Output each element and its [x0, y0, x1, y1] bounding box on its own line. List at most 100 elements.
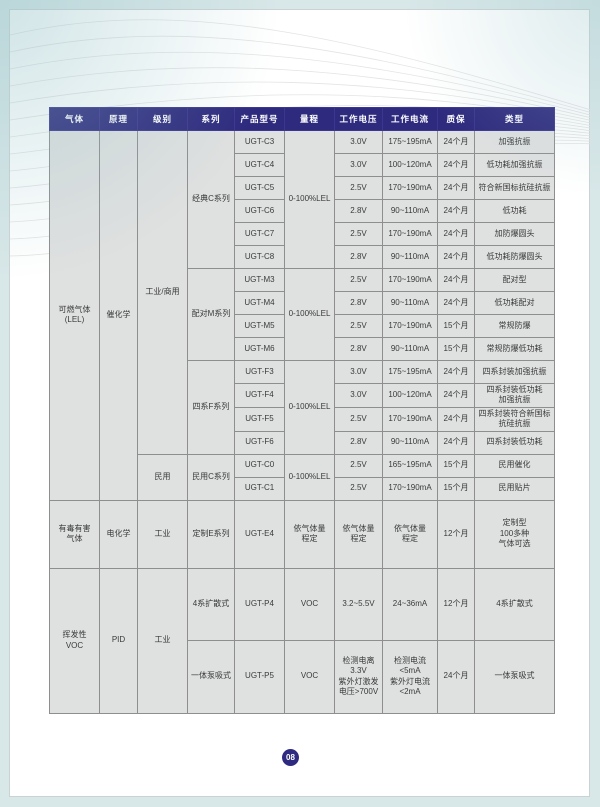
spec-cell: 24个月 — [437, 360, 475, 384]
table-row: UGT-F4 3.0V 100~120mA 24个月 四系封装低功耗 加强抗振 — [50, 383, 555, 408]
spec-cell: UGT-C8 — [234, 245, 285, 269]
spec-cell: 低功耗防爆圆头 — [474, 245, 555, 269]
spec-cell: 常规防爆 — [474, 314, 555, 338]
spec-cell: 低功耗配对 — [474, 291, 555, 315]
spec-cell: UGT-P4 — [234, 567, 285, 641]
spec-cell: 2.5V — [334, 268, 383, 292]
spec-cell: 170~190mA — [382, 476, 438, 501]
spec-cell: UGT-M4 — [234, 291, 285, 315]
spec-cell: 常规防爆低功耗 — [474, 337, 555, 361]
spec-cell: 90~110mA — [382, 337, 438, 361]
spec-cell: 24个月 — [437, 639, 475, 714]
spec-cell: 四系封装符合新国标 抗硅抗振 — [474, 406, 555, 432]
table-row: UGT-C6 2.8V 90~110mA 24个月 低功耗 — [50, 199, 555, 223]
table-row: 可燃气体 (LEL) 催化学 工业/商用 经典C系列 UGT-C3 0-100%LEL 3.… — [49, 130, 555, 501]
spec-cell: 民用 — [137, 453, 188, 501]
spec-cell: 100~120mA — [382, 383, 438, 408]
spec-cell: 175~195mA — [382, 360, 438, 384]
table-row: 民用 民用C系列 UGT-C0 0-100%LEL 2.5V 165~195mA 15个月民… — [50, 453, 555, 501]
table-body: 可燃气体 (LEL) 催化学 工业/商用 经典C系列 UGT-C3 0-100%LEL 3.… — [49, 130, 555, 714]
spec-cell: 工业 — [137, 567, 188, 714]
spec-cell: 2.8V — [334, 245, 383, 269]
spec-cell: 24个月 — [437, 406, 475, 432]
spec-cell: 四系封装低功耗 — [474, 430, 555, 455]
spec-cell: 100~120mA — [382, 153, 438, 177]
spec-cell: 90~110mA — [382, 430, 438, 455]
spec-cell: 170~190mA — [382, 176, 438, 200]
spec-cell: 24个月 — [437, 383, 475, 408]
spec-cell: 0-100%LEL — [284, 130, 335, 269]
spec-cell: 24~36mA — [382, 567, 438, 641]
spec-cell: 配对M系列 — [187, 268, 235, 361]
spec-cell: 检测电流 <5mA 紫外灯电流 <2mA — [382, 639, 438, 714]
header-cell-9: 类型 — [474, 107, 555, 131]
spec-cell: 24个月 — [437, 268, 475, 292]
spec-cell: 170~190mA — [382, 268, 438, 292]
spec-cell: 定制E系列 — [187, 499, 235, 569]
table-row: UGT-C5 2.5V 170~190mA 24个月 符合新国标抗硅抗振 — [50, 176, 555, 200]
spec-cell: 4系扩散式 — [187, 567, 235, 641]
catalog-page: 气体 原理 级别 系列 产品型号 量程 工作电压 工作电流 质保 类型 可燃气体 (LEL) 催化学… — [9, 9, 591, 797]
spec-cell: 3.0V — [334, 360, 383, 384]
table-row: 有毒有害 气体 电化学 工业 定制E系列 UGT-E4 依气体量 程定 依气体量 程定 依气体… — [49, 499, 555, 569]
spec-cell: UGT-P5 — [234, 639, 285, 714]
spec-cell: UGT-E4 — [234, 499, 285, 569]
spec-cell: UGT-C1 — [234, 476, 285, 501]
spec-cell: 工业/商用 — [137, 130, 188, 455]
spec-cell: 依气体量 程定 — [284, 499, 335, 569]
spec-cell: 四系封装低功耗 加强抗振 — [474, 383, 555, 408]
spec-cell: 低功耗 — [474, 199, 555, 223]
spec-cell: 15个月 — [437, 476, 475, 501]
spec-cell: 90~110mA — [382, 199, 438, 223]
spec-cell: 3.0V — [334, 153, 383, 177]
spec-cell: 2.8V — [334, 291, 383, 315]
spec-cell: UGT-M3 — [234, 268, 285, 292]
spec-cell: VOC — [284, 567, 335, 641]
spec-cell: 24个月 — [437, 222, 475, 246]
spec-cell: 四系封装加强抗振 — [474, 360, 555, 384]
spec-cell: 催化学 — [99, 130, 138, 501]
spec-cell: 可燃气体 (LEL) — [49, 130, 100, 501]
spec-cell: 2.5V — [334, 453, 383, 478]
spec-cell: 一体泵吸式 — [474, 639, 555, 714]
table-row: UGT-C8 2.8V 90~110mA 24个月 低功耗防爆圆头 — [50, 245, 555, 269]
spec-cell: 24个月 — [437, 430, 475, 455]
spec-cell: 3.2~5.5V — [334, 567, 383, 641]
header-cell-0: 气体 — [49, 107, 100, 131]
table-row: UGT-C1 2.5V 170~190mA 15个月 民用贴片 — [50, 476, 555, 501]
spec-cell: 24个月 — [437, 199, 475, 223]
spec-cell: 170~190mA — [382, 314, 438, 338]
spec-cell: 24个月 — [437, 176, 475, 200]
table-header: 气体 原理 级别 系列 产品型号 量程 工作电压 工作电流 质保 类型 — [49, 107, 555, 131]
table-row: UGT-F5 2.5V 170~190mA 24个月 四系封装符合新国标 抗硅抗振 — [50, 406, 555, 432]
table-row: UGT-C7 2.5V 170~190mA 24个月 加防爆圆头 — [50, 222, 555, 246]
spec-cell: 0-100%LEL — [284, 360, 335, 455]
spec-cell: 依气体量 程定 — [382, 499, 438, 569]
page-number-badge: 08 — [282, 749, 299, 766]
spec-cell: UGT-C4 — [234, 153, 285, 177]
spec-cell: UGT-C0 — [234, 453, 285, 478]
spec-cell: 定制型 100多种 气体可选 — [474, 499, 555, 569]
spec-cell: 15个月 — [437, 314, 475, 338]
spec-cell: 3.0V — [334, 130, 383, 154]
product-spec-table: 气体 原理 级别 系列 产品型号 量程 工作电压 工作电流 质保 类型 可燃气体 (LEL) 催化学… — [49, 107, 555, 714]
spec-cell: UGT-C5 — [234, 176, 285, 200]
spec-cell: 民用催化 — [474, 453, 555, 478]
spec-cell: 3.0V — [334, 383, 383, 408]
spec-cell: UGT-F6 — [234, 430, 285, 455]
header-cell-8: 质保 — [437, 107, 475, 131]
spec-cell: 165~195mA — [382, 453, 438, 478]
spec-cell: 15个月 — [437, 453, 475, 478]
spec-cell: 170~190mA — [382, 222, 438, 246]
spec-cell: 2.8V — [334, 430, 383, 455]
spec-cell: 170~190mA — [382, 406, 438, 432]
header-cell-6: 工作电压 — [334, 107, 383, 131]
spec-cell: 2.8V — [334, 199, 383, 223]
spec-cell: 15个月 — [437, 337, 475, 361]
spec-cell: 低功耗加强抗振 — [474, 153, 555, 177]
spec-cell: 24个月 — [437, 153, 475, 177]
spec-cell: 有毒有害 气体 — [49, 499, 100, 569]
spec-cell: UGT-C7 — [234, 222, 285, 246]
spec-cell: 民用贴片 — [474, 476, 555, 501]
